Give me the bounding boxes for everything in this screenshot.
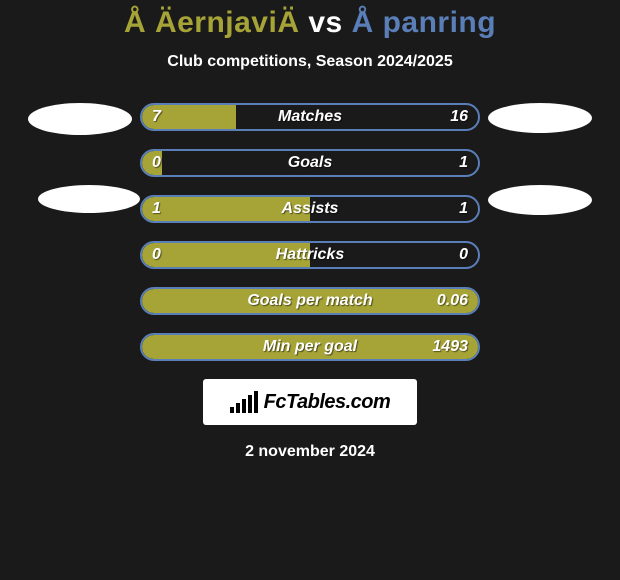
stat-label: Min per goal: [142, 335, 478, 359]
stat-label: Assists: [142, 197, 478, 221]
stat-label: Hattricks: [142, 243, 478, 267]
player1-name: Å ÄernjaviÄ: [124, 6, 300, 39]
stat-label: Matches: [142, 105, 478, 129]
stat-value-right: 0.06: [437, 289, 468, 313]
stat-bar-goals: 0 Goals 1: [140, 149, 480, 177]
stat-bar-goals-per-match: Goals per match 0.06: [140, 287, 480, 315]
body-area: 7 Matches 16 0 Goals 1 1 Assists 1 0 Hat…: [0, 103, 620, 361]
stat-label: Goals per match: [142, 289, 478, 313]
player2-club-logo-placeholder: [488, 103, 592, 133]
stat-label: Goals: [142, 151, 478, 175]
stat-value-right: 1493: [432, 335, 468, 359]
player2-country-logo-placeholder: [488, 185, 592, 215]
stat-value-right: 1: [459, 197, 468, 221]
title-row: Å ÄernjaviÄ vs Å panring: [124, 5, 496, 41]
stat-bar-min-per-goal: Min per goal 1493: [140, 333, 480, 361]
stat-value-right: 16: [450, 105, 468, 129]
player2-name: Å panring: [352, 6, 497, 39]
bar-chart-icon: [230, 391, 258, 413]
stat-value-right: 0: [459, 243, 468, 267]
stat-bar-assists: 1 Assists 1: [140, 195, 480, 223]
stat-bar-matches: 7 Matches 16: [140, 103, 480, 131]
player1-club-logo-placeholder: [28, 103, 132, 135]
player1-logo-column: [20, 103, 140, 239]
stat-bars: 7 Matches 16 0 Goals 1 1 Assists 1 0 Hat…: [140, 103, 480, 361]
comparison-card: Å ÄernjaviÄ vs Å panring Club competitio…: [0, 0, 620, 461]
player2-logo-column: [480, 103, 600, 241]
subtitle: Club competitions, Season 2024/2025: [167, 53, 452, 71]
date-text: 2 november 2024: [245, 443, 375, 461]
branding-banner[interactable]: FcTables.com: [203, 379, 417, 425]
stat-bar-hattricks: 0 Hattricks 0: [140, 241, 480, 269]
vs-text: vs: [308, 6, 342, 39]
player1-country-logo-placeholder: [38, 185, 140, 213]
stat-value-right: 1: [459, 151, 468, 175]
branding-text: FcTables.com: [264, 391, 391, 414]
